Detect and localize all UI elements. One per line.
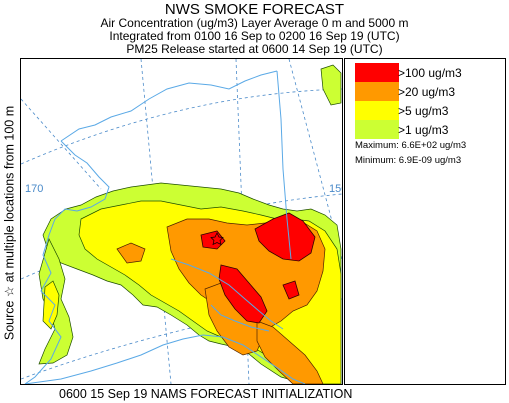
latitude-line bbox=[21, 88, 342, 165]
legend-swatch bbox=[355, 63, 399, 82]
arctic-coastline bbox=[60, 70, 278, 142]
longitude-label: 170 bbox=[25, 183, 44, 195]
map-canvas bbox=[21, 59, 342, 384]
smoke-contour-gt1 bbox=[320, 64, 342, 106]
minimum-value: Minimum: 6.9E-09 ug/m3 bbox=[355, 155, 462, 166]
border-line bbox=[276, 70, 292, 260]
smoke-contour-gt100 bbox=[254, 212, 316, 262]
source-location-label: Source ☆ at multiple locations from 100 … bbox=[0, 58, 18, 388]
source-star-icon bbox=[210, 232, 224, 246]
legend-label: >100 ug/m3 bbox=[398, 66, 462, 80]
legend-item-gt5: >5 ug/m3 bbox=[355, 101, 505, 120]
legend-item-gt20: >20 ug/m3 bbox=[355, 82, 505, 101]
yukon-river bbox=[170, 258, 284, 330]
concentration-subtitle: Air Concentration (ug/m3) Layer Average … bbox=[100, 16, 409, 30]
smoke-map: 170 150 bbox=[20, 58, 343, 385]
legend: >100 ug/m3 >20 ug/m3 >5 ug/m3 >1 ug/m3 M… bbox=[344, 58, 506, 385]
smoke-contour-gt100 bbox=[282, 280, 300, 300]
legend-item-gt100: >100 ug/m3 bbox=[355, 63, 505, 82]
longitude-line bbox=[21, 98, 102, 190]
smoke-contour-gt100 bbox=[200, 230, 226, 250]
river bbox=[210, 304, 270, 332]
map-title: NWS SMOKE FORECAST bbox=[164, 1, 345, 18]
west-coastline bbox=[24, 140, 110, 384]
legend-label: >20 ug/m3 bbox=[398, 85, 456, 99]
smoke-contour-gt20 bbox=[116, 242, 146, 264]
integration-period: Integrated from 0100 16 Sep to 0200 16 S… bbox=[109, 29, 400, 43]
legend-swatch bbox=[355, 120, 399, 139]
forecast-initialization: 0600 15 Sep 19 NAMS FORECAST INITIALIZAT… bbox=[59, 387, 353, 401]
source-location-text: Source ☆ at multiple locations from 100 … bbox=[2, 105, 17, 341]
maximum-value: Maximum: 6.6E+02 ug/m3 bbox=[355, 140, 467, 151]
legend-label: >5 ug/m3 bbox=[398, 104, 449, 118]
smoke-contour-gt5 bbox=[42, 280, 60, 330]
latitude-line bbox=[21, 298, 342, 380]
legend-swatch bbox=[355, 101, 399, 120]
release-start: PM25 Release started at 0600 14 Sep 19 (… bbox=[126, 42, 383, 56]
longitude-label: 150 bbox=[329, 183, 342, 195]
smoke-contour-gt100 bbox=[218, 264, 268, 324]
legend-label: >1 ug/m3 bbox=[398, 123, 449, 137]
legend-swatch bbox=[355, 82, 399, 101]
coastlines bbox=[24, 70, 306, 384]
smoke-contour-gt20 bbox=[256, 320, 324, 384]
south-coastline bbox=[24, 334, 306, 384]
longitude-line bbox=[288, 59, 342, 260]
legend-item-gt1: >1 ug/m3 bbox=[355, 120, 505, 139]
